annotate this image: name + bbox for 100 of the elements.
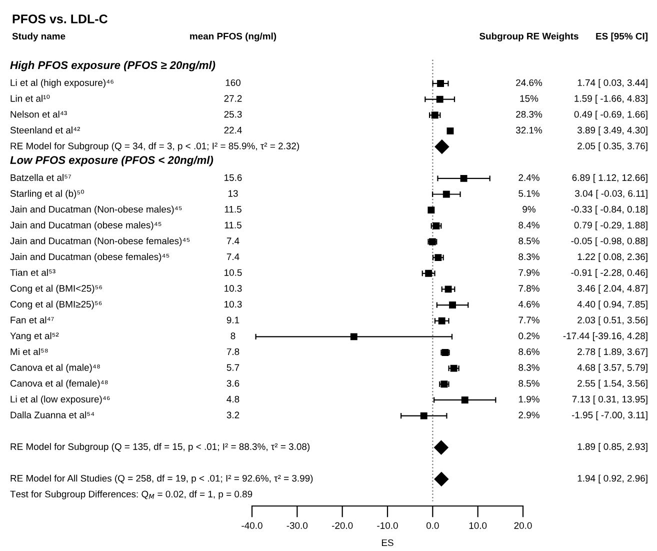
point — [420, 412, 428, 420]
text: 10.5 — [224, 269, 242, 276]
text: 22.4 — [224, 126, 242, 134]
y-tick-label: Nelson et al⁴³ — [10, 110, 67, 118]
y-tick-label: Li et al (low exposure)⁴⁶ — [10, 396, 110, 404]
annotation: 7.7% — [518, 316, 540, 324]
x-tick-label: -10.0 — [377, 522, 398, 529]
annotation: 8.4% — [518, 222, 540, 228]
annotation: 8.3% — [518, 364, 540, 371]
x-tick-label: -30.0 — [286, 522, 308, 529]
point — [442, 190, 450, 198]
text: 9.1 — [226, 316, 240, 324]
point — [434, 472, 449, 486]
y-tick-label: Mi et al⁵⁸ — [10, 348, 48, 356]
data-label: -0.05 [ -0.98, 0.88] — [571, 237, 648, 246]
data-label: -0.91 [ -2.28, 0.46] — [571, 268, 648, 278]
data-label: 3.46 [ 2.04, 4.87] — [577, 284, 648, 294]
x-tick-label: 10.0 — [469, 522, 487, 529]
text: 1.89 [ 0.85, 2.93] — [578, 443, 648, 452]
y-tick-label: Cong et al (BMI<25)⁵⁶ — [10, 284, 102, 294]
data-label: 1.74 [ 0.03, 3.44] — [578, 79, 648, 88]
text: 5.7 — [226, 364, 240, 371]
y-tick-label: Yang et al⁵² — [10, 332, 59, 342]
annotation: 4.6% — [518, 300, 540, 308]
x-tick-label: 0.0 — [426, 522, 439, 529]
text: 3.2 — [226, 412, 240, 418]
x-tick-label: -20.0 — [332, 522, 353, 529]
annotation: 2.4% — [518, 174, 540, 181]
y-tick-label: Jain and Ducatman (Non-obese males)⁴⁵ — [10, 206, 182, 214]
y-tick-label: RE Model for All Studies (Q = 258, df = 19, p < .01; I² = 92.6%, τ² = 3.99) — [10, 474, 313, 484]
text: 11.5 — [224, 206, 242, 213]
data-label: 2.55 [ 1.54, 3.56] — [578, 380, 648, 389]
y-tick-label: Fan et al⁴⁷ — [10, 316, 54, 324]
text: 1.94 [ 0.92, 2.96] — [578, 474, 648, 484]
text: ES [95% CI] — [596, 32, 648, 42]
annotation: 2.9% — [518, 412, 540, 418]
text: 27.2 — [224, 95, 242, 102]
y-tick-label: RE Model for Subgroup (Q = 34, df = 3, p < .01; I² = 85.9%, τ² = 2.32) — [10, 142, 299, 152]
annotation: 8.5% — [518, 238, 540, 244]
y-tick-label: Starling et al (b)⁵⁰ — [10, 190, 84, 199]
text: 13 — [228, 190, 238, 197]
text: 7.8 — [226, 348, 240, 356]
text: 8 — [230, 332, 236, 340]
data-label: 1.22 [ 0.08, 2.36] — [578, 253, 648, 262]
annotation: 24.6% — [516, 79, 542, 86]
annotation: 32.1% — [516, 126, 542, 134]
data-label: 3.04 [ -0.03, 6.11] — [575, 190, 648, 199]
data-label: 1.59 [ -1.66, 4.83] — [574, 94, 648, 104]
x-tick-label: -40.0 — [242, 522, 262, 529]
y-tick-label: Jain and Ducatman (obese females)⁴⁵ — [10, 253, 170, 262]
text: 15.6 — [224, 174, 242, 181]
text: 10.3 — [224, 300, 242, 308]
data-label: -1.95 [ -7.00, 3.11] — [572, 411, 648, 420]
data-label: 2.03 [ 0.51, 3.56] — [578, 316, 648, 326]
y-tick-label: RE Model for Subgroup (Q = 135, df = 15, p < .01; I² = 88.3%, τ² = 3.08) — [10, 443, 310, 452]
annotation: 8.3% — [518, 253, 540, 260]
point — [425, 270, 432, 277]
annotation: 1.9% — [518, 396, 540, 403]
y-tick-label: Tian et al⁵³ — [10, 268, 56, 276]
data-label: -17.44 [-39.16, 4.28] — [563, 332, 648, 342]
annotation: 15% — [520, 95, 538, 102]
y-tick-label: Dalla Zuanna et al⁵⁴ — [10, 411, 94, 418]
data-label: 4.40 [ 0.94, 7.85] — [577, 300, 648, 310]
text: 11.5 — [224, 222, 242, 228]
point — [461, 396, 468, 404]
y-tick-label: Li et al (high exposure)⁴⁶ — [10, 79, 114, 88]
point — [434, 140, 450, 154]
x-tick-label: 20.0 — [514, 522, 532, 529]
text: 25.3 — [224, 110, 242, 118]
point — [431, 112, 438, 119]
annotation: 9% — [522, 206, 536, 213]
text: 160 — [226, 79, 241, 86]
y-tick-label: Jain and Ducatman (obese males)⁴⁵ — [10, 222, 162, 230]
text: 2.05 [ 0.35, 3.76] — [578, 142, 648, 152]
point — [436, 96, 444, 103]
y-tick-label: Steenland et al⁴² — [10, 126, 80, 134]
y-tick-label: Canova et al (male)⁴⁸ — [10, 364, 100, 373]
text: 10.3 — [224, 285, 242, 292]
text: Subgroup RE Weights — [480, 32, 578, 42]
data-label: 3.89 [ 3.49, 4.30] — [577, 126, 648, 136]
y-tick-label: Batzella et al⁵⁷ — [10, 174, 72, 181]
point — [438, 317, 446, 324]
point — [444, 286, 452, 293]
y-tick-label: Canova et al (female)⁴⁸ — [10, 380, 108, 389]
y-tick-label: Test for Subgroup Differences: Q$_{M}$ = 0.02, df = 1, p = 0.89 — [10, 490, 252, 500]
point — [450, 364, 458, 372]
annotation: 28.3% — [516, 110, 542, 118]
text: mean PFOS (ng/ml) — [190, 32, 276, 42]
data-label: 6.89 [ 1.12, 12.66] — [572, 174, 648, 183]
text: Study name — [12, 32, 66, 42]
data-label: 4.68 [ 3.57, 5.79] — [577, 364, 648, 373]
point — [437, 80, 444, 87]
y-tick-label: Lin et al¹⁰ — [10, 94, 50, 102]
point — [434, 254, 442, 262]
y-tick-label: Jain and Ducatman (Non-obese females)⁴⁵ — [10, 237, 190, 246]
text: 3.6 — [226, 380, 240, 387]
point — [434, 440, 448, 455]
text: 7.4 — [226, 238, 240, 244]
annotation: 8.5% — [518, 380, 540, 387]
annotation: 5.1% — [518, 190, 540, 197]
